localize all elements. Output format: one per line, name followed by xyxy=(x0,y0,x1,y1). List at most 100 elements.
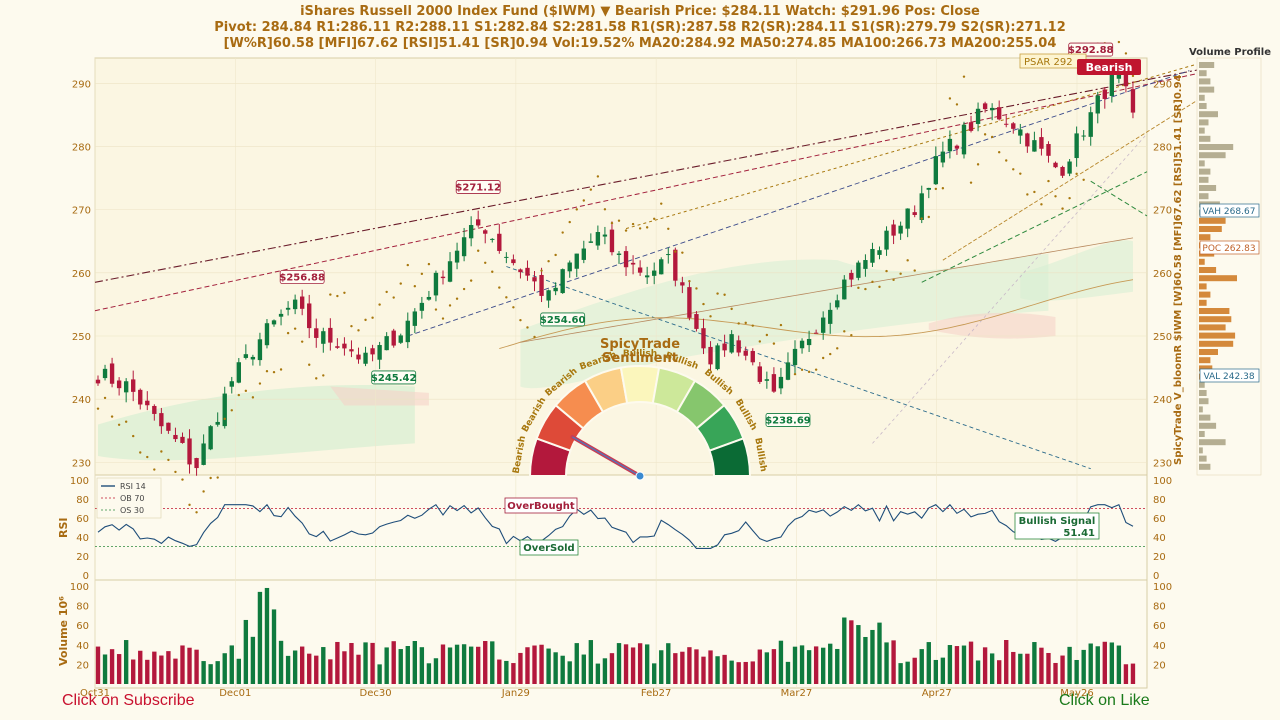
volume-bar xyxy=(835,648,840,684)
psar-dot xyxy=(343,291,346,295)
volume-bar xyxy=(145,659,150,684)
volume-bar xyxy=(131,659,136,684)
resistance-line-1 xyxy=(94,66,1211,283)
psar-dot xyxy=(554,253,557,257)
gauge-title-1: SpicyTrade xyxy=(600,337,680,352)
volume-bar xyxy=(398,649,403,684)
volume-profile-bar xyxy=(1199,349,1218,355)
psar-dot xyxy=(540,269,543,272)
psar-dot xyxy=(645,226,649,229)
price-tick-label-right: 270 xyxy=(1153,206,1172,217)
psar-dot xyxy=(793,372,797,376)
volume-bar xyxy=(1004,640,1009,684)
support-line-down xyxy=(506,266,1091,470)
x-tick-label: Dec01 xyxy=(219,688,251,699)
candle-body xyxy=(236,362,241,383)
psar-dot xyxy=(610,221,614,225)
x-tick-label: Mar27 xyxy=(781,688,813,699)
volume-bar xyxy=(947,645,953,684)
candle-body xyxy=(292,299,298,310)
gauge-segment xyxy=(708,437,752,477)
psar-dot xyxy=(660,202,663,205)
pivot-levels: Pivot: 284.84 R1:286.11 R2:288.11 S1:282… xyxy=(214,20,1066,35)
vah-label: VAH 268.67 xyxy=(1203,207,1256,217)
volume-bar xyxy=(884,642,889,684)
volume-bar xyxy=(201,661,206,684)
candle-body xyxy=(1032,140,1037,152)
oversold-box xyxy=(519,539,579,556)
candle-body xyxy=(278,313,284,317)
candle-body xyxy=(1067,161,1072,174)
psar-dot xyxy=(638,227,642,230)
volume-bar xyxy=(433,658,439,684)
psar-dot xyxy=(695,287,698,290)
psar-dot xyxy=(934,187,938,191)
volume-bar xyxy=(609,653,615,684)
psar-dot xyxy=(385,290,388,294)
resistance-line-5 xyxy=(942,82,1225,261)
psar-dot xyxy=(300,340,304,343)
volume-profile-bar xyxy=(1199,226,1222,232)
psar-dot xyxy=(758,340,762,343)
volume-bar xyxy=(1039,647,1044,684)
volume-bar xyxy=(173,658,178,684)
volume-bar xyxy=(820,647,826,684)
volume-profile-bar xyxy=(1199,86,1215,93)
volume-profile-bar xyxy=(1199,193,1209,200)
rsi-tick-left: 20 xyxy=(76,552,89,563)
like-link[interactable]: Click on Like xyxy=(1059,692,1150,709)
psar-dot xyxy=(167,458,170,462)
candle-body xyxy=(419,302,425,311)
psar-dot xyxy=(230,409,233,412)
psar-dot xyxy=(350,324,353,328)
volume-tick-left: 60 xyxy=(76,621,89,632)
psar-dot xyxy=(491,270,494,273)
psar-dot xyxy=(420,272,424,276)
val-label: VAL 242.38 xyxy=(1203,372,1254,382)
candle-body xyxy=(644,275,650,278)
volume-bar xyxy=(166,651,171,684)
psar-dot xyxy=(1124,52,1128,55)
overbought-label: OverBought xyxy=(507,501,575,512)
psar-dot xyxy=(272,370,276,374)
candle-body xyxy=(257,339,263,361)
price-tick-label-left: 280 xyxy=(72,142,91,153)
volume-tick-right: 60 xyxy=(1153,621,1166,632)
volume-bar xyxy=(813,646,819,684)
volume-bar xyxy=(778,640,784,684)
psar-dot xyxy=(744,321,747,325)
psar-dot xyxy=(1033,190,1036,194)
psar-dot xyxy=(315,377,318,380)
candle-body xyxy=(750,350,755,363)
volume-bar xyxy=(356,654,361,684)
volume-tick-right: 20 xyxy=(1153,660,1166,671)
candle-body xyxy=(764,379,770,381)
volume-bar xyxy=(1123,664,1129,684)
volume-profile-bar xyxy=(1199,62,1215,68)
candle-body xyxy=(1018,129,1023,136)
psar-dot xyxy=(427,262,431,266)
psar-dot xyxy=(117,423,121,427)
volume-profile-bar xyxy=(1199,381,1205,388)
rsi-signal-text: Bullish Signal xyxy=(1019,516,1096,527)
psar-dot xyxy=(279,368,283,371)
ma-line-1 xyxy=(499,279,1134,350)
psar-dot xyxy=(807,370,811,374)
psar-dot xyxy=(709,315,712,318)
psar-dot xyxy=(688,279,691,283)
candle-body xyxy=(461,237,467,257)
psar-dot xyxy=(1068,196,1071,200)
volume-profile-bar xyxy=(1199,299,1207,306)
candle-body xyxy=(208,426,213,450)
candle-body xyxy=(588,241,594,243)
volume-bar xyxy=(412,641,418,684)
rsi-tick-right: 40 xyxy=(1153,533,1166,544)
psar-dot xyxy=(962,75,966,78)
candle-body xyxy=(1081,135,1086,137)
volume-profile-bar xyxy=(1199,111,1218,118)
volume-profile-bar xyxy=(1199,94,1205,101)
candle-body xyxy=(856,262,861,278)
candle-body xyxy=(842,279,847,300)
psar-dot xyxy=(568,220,571,224)
subscribe-link[interactable]: Click on Subscribe xyxy=(62,692,195,709)
